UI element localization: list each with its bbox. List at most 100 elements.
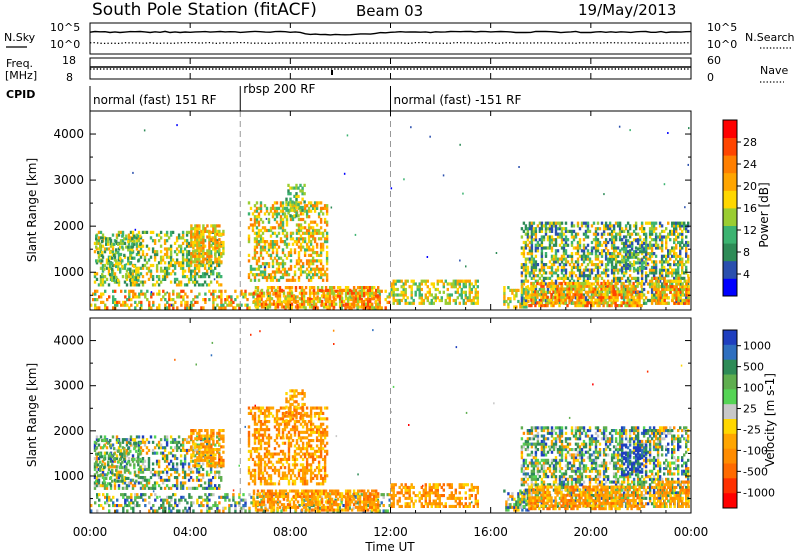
power-cell-1860 [320, 288, 324, 292]
power-cell-911 [279, 275, 283, 280]
power-cell-2707 [570, 268, 574, 272]
power-cell-779 [259, 253, 263, 257]
velocity-cell-115 [117, 470, 121, 474]
power-cell-903 [277, 262, 281, 266]
power-cell-2895 [594, 229, 598, 233]
power-cell-1687 [386, 295, 389, 299]
power-cell-963 [285, 237, 289, 241]
power-cell-309 [169, 272, 173, 276]
power-cell-4189 [107, 242, 110, 246]
power-cell-310 [169, 263, 173, 268]
power-cell-744 [255, 262, 259, 266]
velocity-cell-471 [201, 462, 205, 466]
power-cell-1787 [290, 297, 294, 301]
power-cell-2838 [586, 229, 590, 233]
power-cell-2116 [430, 282, 433, 286]
power-cell-3841 [598, 301, 601, 305]
power-colorbar-swatch-0 [723, 278, 737, 297]
power-cell-1721 [266, 297, 270, 301]
power-cell-2749 [576, 268, 580, 272]
power-cell-2731 [572, 229, 576, 233]
power-cell-1941 [352, 297, 356, 301]
power-cell-1717 [264, 305, 268, 309]
power-cell-1493 [230, 295, 233, 299]
velocity-cell-144 [123, 454, 127, 458]
power-cell-671 [214, 224, 217, 228]
power-cell-3866 [604, 290, 607, 294]
power-cell-3863 [604, 298, 607, 302]
velocity-cell-550 [218, 438, 221, 442]
power-cell-2937 [600, 263, 604, 267]
power-cell-973 [287, 267, 291, 271]
power-cell-1012 [293, 206, 297, 210]
power-cell-2242 [511, 288, 514, 292]
power-cell-3820 [590, 295, 593, 299]
power-cell-1173 [315, 231, 319, 235]
power-cell-3511 [675, 274, 678, 278]
power-cell-623 [202, 232, 205, 236]
power-cell-606 [200, 249, 203, 253]
velocity-cell-541 [218, 484, 221, 488]
power-cell-3606 [685, 279, 688, 283]
power-cell-122 [123, 263, 127, 268]
velocity-cell-387 [181, 446, 185, 450]
velocity-cell-188 [135, 435, 139, 439]
power-cell-3961 [636, 304, 639, 308]
power-cell-3744 [568, 298, 571, 302]
power-cell-434 [195, 272, 199, 276]
power-cell-30 [99, 236, 103, 240]
power-cell-675 [216, 243, 219, 247]
velocity-cell-328 [169, 473, 173, 477]
power-cell-4083 [687, 285, 690, 289]
power-cell-3471 [671, 274, 674, 278]
power-cell-3801 [582, 281, 585, 286]
power-cell-368 [181, 236, 185, 240]
power-cell-2236 [507, 297, 510, 301]
power-cell-1156 [313, 240, 317, 244]
power-cell-1843 [312, 291, 316, 295]
power-cell-597 [198, 246, 201, 250]
power-cell-3592 [683, 276, 686, 280]
power-cell-866 [271, 206, 275, 210]
power-cell-2263 [523, 302, 526, 306]
power-cell-3772 [576, 295, 579, 299]
power-cell-4125 [630, 247, 634, 251]
power-cell-931 [281, 251, 285, 255]
velocity-cell-434 [193, 454, 197, 458]
power-cell-2208 [472, 301, 475, 305]
power-cell-1825 [306, 297, 310, 301]
power-cell-4085 [687, 276, 690, 280]
power-cell-2222 [476, 293, 479, 297]
power-cell-4181 [101, 253, 104, 257]
velocity-cell-212 [141, 470, 145, 474]
power-cell-365 [181, 252, 185, 257]
power-cell-778 [259, 264, 263, 269]
power-cell-4312 [462, 192, 464, 195]
cpid-segment-1: rbsp 200 RF [243, 82, 315, 96]
power-cell-3723 [560, 290, 563, 294]
velocity-cell-389 [181, 440, 185, 444]
power-cell-479 [203, 244, 207, 248]
power-cell-3677 [546, 304, 549, 308]
power-cell-635 [206, 235, 209, 239]
power-cell-1968 [361, 288, 364, 292]
power-cell-1784 [288, 286, 292, 290]
power-cell-788 [259, 209, 263, 213]
power-cell-1424 [182, 298, 185, 302]
velocity-cell-168 [129, 438, 133, 442]
power-cell-605 [200, 254, 203, 258]
velocity-cell-80 [109, 457, 113, 461]
power-cell-244 [153, 258, 157, 262]
velocity-cell-559 [190, 445, 193, 449]
power-cell-1453 [208, 298, 211, 302]
power-cell-1584 [316, 306, 319, 310]
power-cell-2471 [540, 227, 544, 231]
velocity-cell-13 [95, 484, 99, 488]
power-cell-4315 [687, 163, 689, 166]
power-cell-947 [283, 267, 287, 271]
power-cell-676 [216, 240, 219, 245]
power-cell-3563 [679, 227, 682, 231]
power-cell-2294 [520, 235, 524, 239]
power-cell-3881 [608, 281, 611, 286]
power-cell-3778 [578, 304, 581, 308]
